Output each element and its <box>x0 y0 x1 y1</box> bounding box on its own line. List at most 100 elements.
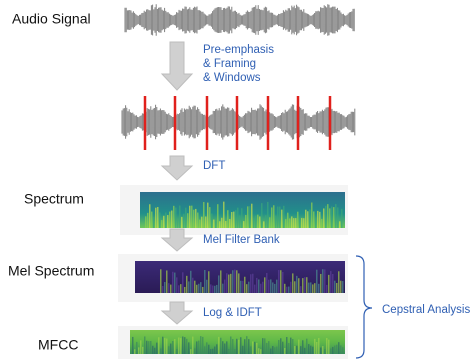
energy-band <box>249 206 251 228</box>
energy-band <box>192 278 194 293</box>
energy-band <box>150 341 152 354</box>
energy-band <box>132 337 134 354</box>
energy-band <box>175 208 177 228</box>
energy-band <box>199 220 201 228</box>
energy-band <box>144 336 146 354</box>
energy-band <box>297 212 299 228</box>
energy-band <box>200 336 202 354</box>
energy-band <box>204 346 206 354</box>
energy-band <box>184 287 186 293</box>
energy-band <box>184 337 186 354</box>
energy-band <box>228 275 230 293</box>
energy-band <box>229 219 231 228</box>
energy-band <box>220 270 222 293</box>
energy-band <box>158 337 160 354</box>
energy-band <box>283 206 285 228</box>
energy-band <box>242 346 244 354</box>
energy-band <box>156 343 158 354</box>
energy-band <box>318 284 320 293</box>
energy-band <box>155 208 157 228</box>
energy-band <box>287 213 289 228</box>
energy-band <box>160 348 162 354</box>
energy-band <box>218 275 220 293</box>
energy-band <box>304 277 306 293</box>
energy-band <box>288 343 290 354</box>
energy-band <box>284 348 286 354</box>
energy-band <box>216 285 218 293</box>
energy-band <box>243 221 245 228</box>
energy-band <box>265 215 267 228</box>
energy-band <box>333 207 335 228</box>
energy-band <box>328 275 330 293</box>
energy-band <box>242 281 244 293</box>
energy-band <box>180 284 182 293</box>
energy-band <box>136 342 138 354</box>
energy-band <box>280 270 282 293</box>
energy-band <box>272 282 274 293</box>
energy-band <box>340 281 342 293</box>
energy-band <box>263 221 265 228</box>
energy-band <box>271 207 273 228</box>
energy-band <box>163 216 165 228</box>
energy-band <box>326 285 328 293</box>
energy-band <box>269 217 271 228</box>
energy-band <box>282 272 284 293</box>
energy-band <box>284 284 286 293</box>
energy-band <box>259 216 261 228</box>
energy-band <box>319 212 321 228</box>
energy-band <box>314 339 316 354</box>
energy-band <box>310 346 312 354</box>
energy-band <box>212 349 214 354</box>
energy-band <box>248 282 250 293</box>
energy-band <box>153 217 155 228</box>
energy-band <box>238 273 240 293</box>
energy-band <box>222 284 224 293</box>
energy-band <box>334 281 336 293</box>
energy-band <box>321 219 323 228</box>
energy-band <box>206 280 208 293</box>
energy-band <box>276 347 278 354</box>
energy-band <box>325 206 327 228</box>
energy-band <box>220 338 222 354</box>
energy-band <box>178 285 180 293</box>
energy-band <box>277 207 279 228</box>
energy-band <box>244 277 246 293</box>
energy-band <box>210 349 212 354</box>
energy-band <box>336 283 338 293</box>
energy-band <box>246 336 248 354</box>
energy-band <box>240 281 242 293</box>
energy-band <box>140 340 142 354</box>
energy-band <box>253 218 255 228</box>
arrow <box>162 156 192 180</box>
energy-band <box>262 282 264 293</box>
energy-band <box>162 286 164 293</box>
wave-trace <box>122 104 355 140</box>
energy-band <box>157 207 159 228</box>
mel-spectrum-image <box>118 254 348 302</box>
energy-band <box>268 280 270 293</box>
energy-band <box>337 207 339 228</box>
energy-band <box>227 210 229 228</box>
energy-band <box>327 204 329 228</box>
energy-band <box>286 337 288 354</box>
stage-label: Spectrum <box>24 191 84 207</box>
energy-band <box>342 281 344 293</box>
energy-band <box>147 213 149 228</box>
energy-band <box>264 277 266 293</box>
energy-band <box>290 282 292 293</box>
energy-band <box>201 217 203 228</box>
energy-band <box>338 342 340 354</box>
energy-band <box>280 338 282 354</box>
energy-band <box>264 338 266 354</box>
energy-band <box>270 279 272 293</box>
energy-band <box>257 215 259 228</box>
energy-band <box>210 284 212 293</box>
energy-band <box>151 212 153 228</box>
energy-band <box>217 204 219 228</box>
energy-band <box>174 273 176 293</box>
energy-band <box>169 212 171 228</box>
energy-band <box>317 211 319 228</box>
energy-band <box>262 338 264 354</box>
energy-band <box>142 347 144 354</box>
energy-band <box>336 345 338 354</box>
